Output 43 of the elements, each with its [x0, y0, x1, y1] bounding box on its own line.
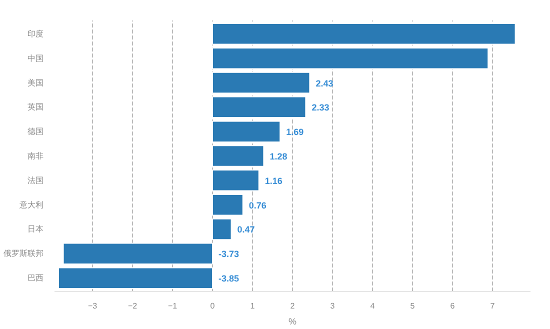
y-tick-label: 法国 [28, 176, 44, 185]
x-tick-label: −3 [88, 302, 98, 310]
bar [212, 170, 260, 192]
bar [212, 145, 264, 167]
bar [212, 23, 516, 45]
x-tick-label: 0 [210, 302, 216, 310]
data-label: 0.47 [237, 224, 255, 235]
data-label: 2.43 [316, 78, 334, 88]
x-axis-title: % [288, 316, 297, 326]
bar [212, 47, 489, 70]
data-label: 1.16 [264, 176, 282, 186]
y-tick-label: 中国 [28, 54, 44, 63]
bar [212, 218, 232, 240]
x-tick-label: −1 [168, 302, 178, 310]
y-tick-label: 日本 [28, 224, 44, 234]
bar [62, 242, 213, 265]
y-tick-label: 德国 [28, 127, 44, 136]
bar [212, 96, 306, 118]
data-label: 0.76 [248, 200, 266, 210]
x-tick-label: 2 [290, 302, 296, 310]
y-tick-label: 巴西 [28, 274, 44, 283]
y-tick-label: 意大利 [18, 200, 44, 210]
x-tick-label: 7 [490, 302, 496, 310]
bar [212, 194, 244, 216]
x-tick-label: 4 [370, 302, 376, 310]
x-tick-label: 6 [450, 302, 456, 310]
data-label: 1.28 [270, 152, 288, 162]
x-tick-label: 5 [410, 302, 416, 310]
data-label: -3.85 [218, 274, 240, 284]
x-tick-label: 3 [330, 302, 336, 310]
y-tick-label: 美国 [28, 78, 44, 88]
bar [212, 72, 310, 94]
data-label: 1.69 [286, 127, 304, 138]
y-tick-label: 英国 [28, 102, 44, 112]
x-tick-label: −2 [128, 302, 138, 310]
y-tick-label: 印度 [28, 29, 44, 38]
bar [212, 120, 281, 142]
x-tick-label: 1 [250, 302, 256, 310]
y-tick-label: 俄罗斯联邦 [4, 249, 44, 258]
data-label: 2.33 [312, 102, 330, 113]
y-tick-label: 南非 [28, 152, 44, 160]
bar [58, 267, 213, 289]
data-label: -3.73 [218, 249, 240, 260]
